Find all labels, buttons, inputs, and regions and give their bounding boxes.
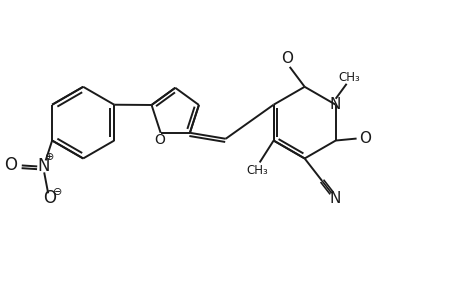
Text: N: N <box>329 97 341 112</box>
Text: N: N <box>329 190 341 206</box>
Text: O: O <box>154 133 165 147</box>
Text: O: O <box>4 156 17 174</box>
Text: N: N <box>37 158 49 175</box>
Text: O: O <box>358 131 370 146</box>
Text: CH₃: CH₃ <box>337 71 359 84</box>
Text: CH₃: CH₃ <box>246 164 268 177</box>
Text: ⊖: ⊖ <box>53 187 63 197</box>
Text: ⊕: ⊕ <box>45 152 55 163</box>
Text: O: O <box>280 51 292 66</box>
Text: O: O <box>43 189 56 207</box>
